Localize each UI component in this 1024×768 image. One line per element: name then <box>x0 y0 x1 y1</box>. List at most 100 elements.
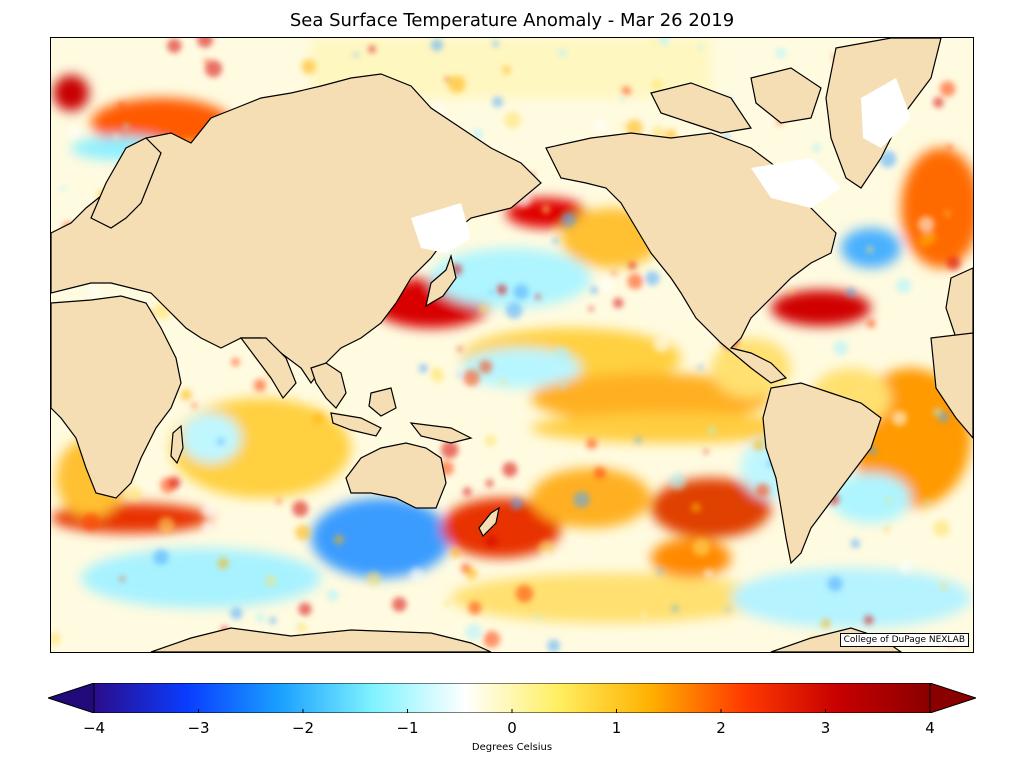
anomaly-speckle <box>558 48 567 58</box>
sea-ice <box>411 78 911 253</box>
anomaly-speckle <box>366 571 381 586</box>
anomaly-speckle <box>621 86 632 96</box>
anomaly-speckle <box>938 411 949 423</box>
anomaly-speckle <box>88 284 102 298</box>
anomaly-speckle <box>613 297 624 309</box>
anomaly-speckle <box>496 284 508 295</box>
anomaly-speckle <box>940 583 948 591</box>
anomaly-speckle <box>296 622 307 633</box>
anomaly-speckle <box>653 571 661 579</box>
anomaly-speckle <box>611 271 617 277</box>
colorbar-tick-label: −1 <box>396 719 419 737</box>
anomaly-speckle <box>462 487 472 497</box>
anomaly-speckle <box>118 102 125 109</box>
anomaly-speckle <box>756 483 770 498</box>
anomaly-speckle <box>573 491 590 508</box>
anomaly-speckle <box>500 379 507 386</box>
anomaly-speckle <box>443 600 451 607</box>
anomaly-speckle <box>168 476 181 489</box>
anomaly-speckle <box>542 552 550 560</box>
anomaly-speckle <box>492 40 499 47</box>
anomaly-speckle <box>671 605 679 612</box>
colorbar-tick-label: 0 <box>507 719 517 737</box>
anomaly-speckle <box>628 261 637 270</box>
anomaly-speckle <box>561 383 567 390</box>
anomaly-speckle <box>167 38 182 53</box>
anomaly-speckle <box>933 519 951 537</box>
anomaly-speckle <box>66 125 81 140</box>
anomaly-speckle <box>463 369 480 387</box>
anomaly-speckle <box>492 96 503 108</box>
anomaly-speckle <box>81 512 100 531</box>
colorbar-min-arrow <box>46 682 95 714</box>
anomaly-speckle <box>201 520 214 533</box>
anomaly-speckle <box>879 150 897 168</box>
anomaly-speckle <box>513 284 529 300</box>
colorbar-ticks <box>93 709 931 713</box>
anomaly-speckle <box>788 288 794 294</box>
colorbar-tick-label: 4 <box>925 719 935 737</box>
colorbar-max-arrow <box>929 682 978 714</box>
anomaly-speckle <box>939 81 956 97</box>
scandinavia-landmass <box>90 137 162 229</box>
anomaly-speckle <box>827 576 843 592</box>
anomaly-speckle <box>846 287 856 297</box>
anomaly-speckle <box>333 534 345 545</box>
colorbar-tick-label: 1 <box>611 719 622 737</box>
anomaly-speckle <box>864 615 874 625</box>
anomaly-speckle <box>653 336 670 353</box>
anomaly-speckle <box>892 410 907 426</box>
anomaly-speckle <box>944 210 951 217</box>
anomaly-speckle <box>886 497 893 504</box>
anomaly-speckle <box>651 79 663 91</box>
anomaly-speckle <box>692 538 711 556</box>
anomaly-speckle <box>60 185 67 192</box>
anomaly-speckle <box>326 589 339 602</box>
anomaly-speckle <box>593 466 607 479</box>
anomaly-speckle <box>123 123 130 130</box>
anomaly-speckle <box>898 559 913 574</box>
anomaly-speckle <box>561 211 577 228</box>
anomaly-speckle <box>586 438 598 450</box>
anomaly-speckle <box>353 52 359 58</box>
africa-landmass <box>51 295 182 499</box>
arctic-islands-2 <box>750 67 822 124</box>
anomaly-speckle <box>697 44 704 50</box>
anomaly-speckle <box>460 563 471 574</box>
anomaly-speckle <box>933 97 944 108</box>
west-africa-landmass <box>930 332 973 439</box>
anomaly-speckle <box>502 66 511 74</box>
anomaly-speckle <box>946 144 953 150</box>
anomaly-speckle <box>489 290 494 295</box>
map-frame: College of DuPage NEXLAB <box>50 37 974 653</box>
anomaly-speckle <box>669 473 687 490</box>
anomaly-speckle <box>918 233 933 248</box>
anomaly-speckle <box>197 38 213 48</box>
anomaly-speckle <box>217 557 229 570</box>
anomaly-speckle <box>203 58 210 64</box>
south-america-landmass <box>762 382 882 565</box>
anomaly-speckle <box>484 435 497 447</box>
colorbar-tick-label: −2 <box>291 719 315 737</box>
anomaly-speckle <box>350 348 356 354</box>
anomaly-speckle <box>535 294 541 300</box>
anomaly-speckle <box>753 439 765 451</box>
anomaly-speckle <box>485 479 494 488</box>
anomaly-speckle <box>127 486 143 502</box>
anomaly-speckle <box>918 216 935 233</box>
indonesia-islands <box>330 412 382 437</box>
anomaly-speckle <box>620 123 625 128</box>
anomaly-speckle <box>276 498 282 504</box>
colorbar-bar <box>93 682 931 714</box>
anomaly-speckle <box>430 39 443 52</box>
anomaly-speckle <box>924 499 930 505</box>
anomaly-speckle <box>946 256 961 271</box>
anomaly-speckle <box>201 503 216 519</box>
anomaly-speckle <box>253 379 267 392</box>
india-landmass <box>239 337 297 400</box>
anomaly-speckle <box>158 516 175 534</box>
anomaly-speckle <box>658 38 670 46</box>
anomaly-speckle <box>625 119 643 137</box>
anomaly-speckle <box>690 502 702 513</box>
anomaly-speckle <box>866 319 876 329</box>
